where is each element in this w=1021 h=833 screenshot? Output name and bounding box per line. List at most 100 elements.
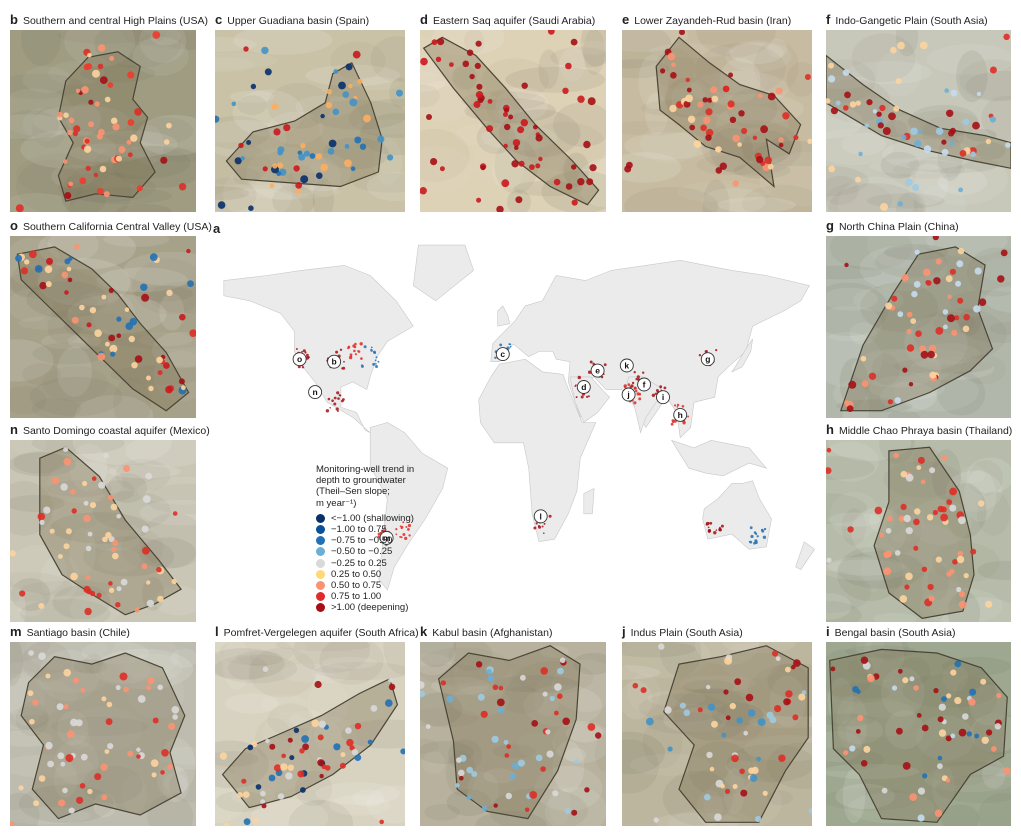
- legend-item: −0.50 to −0.25: [316, 546, 414, 557]
- panel-title: Indus Plain (South Asia): [630, 627, 743, 639]
- map-svg: [10, 440, 196, 622]
- panel-g: g North China Plain (China): [826, 218, 1011, 418]
- panel-m: m Santiago basin (Chile): [10, 624, 196, 826]
- legend-swatch: [316, 569, 325, 579]
- world-marker-label: l: [540, 511, 542, 521]
- world-marker-label: j: [626, 390, 629, 400]
- panel-letter: o: [10, 218, 18, 233]
- panel-letter: h: [826, 422, 834, 437]
- world-marker-j: j: [621, 387, 636, 402]
- panel-letter: f: [826, 12, 831, 27]
- world-marker-label: m: [383, 533, 391, 543]
- world-marker-o: o: [292, 352, 307, 367]
- legend-swatch: [316, 536, 325, 546]
- panel-i: i Bengal basin (South Asia): [826, 624, 1011, 826]
- map-svg: [622, 30, 812, 212]
- legend-title-line: (Theil–Sen slope;: [316, 486, 390, 498]
- world-marker-i: i: [656, 390, 670, 405]
- map-svg: [826, 440, 1011, 622]
- map-image: [10, 236, 196, 418]
- map-image: [215, 30, 405, 212]
- legend-item-label: 0.25 to 0.50: [331, 568, 382, 580]
- panel-title: Indo-Gangetic Plain (South Asia): [835, 15, 988, 27]
- map-image: [10, 30, 196, 212]
- legend-title-line: Monitoring-well trend in: [316, 464, 415, 475]
- world-marker-label: g: [705, 354, 710, 364]
- world-marker-label: n: [312, 387, 317, 397]
- legend: Monitoring-well trend in depth to ground…: [316, 464, 414, 614]
- world-marker-label: h: [678, 410, 683, 420]
- world-map: o b n c e k g f j d i h l m: [198, 240, 818, 600]
- world-map-svg: o b n c e k g f j d i h l m: [223, 244, 816, 591]
- legend-list: <−1.00 (shallowing) −1.00 to 0.75 −0.75 …: [316, 513, 414, 614]
- world-marker-label: f: [643, 380, 646, 390]
- world-marker-label: c: [500, 349, 505, 359]
- legend-item-label: −0.25 to 0.25: [331, 557, 387, 569]
- legend-item: 0.75 to 1.00: [316, 591, 414, 602]
- legend-swatch: [316, 513, 325, 523]
- world-marker-g: g: [700, 352, 715, 367]
- panel-l: l Pomfret-Vergelegen aquifer (South Afric…: [215, 624, 419, 826]
- map-image: [420, 642, 606, 826]
- legend-item-label: >1.00 (deepening): [331, 602, 409, 614]
- world-marker-m: m: [379, 530, 394, 545]
- panel-o: o Southern California Central Valley (USA…: [10, 218, 212, 418]
- legend-item-label: −0.50 to −0.25: [331, 546, 393, 558]
- legend-swatch: [316, 525, 325, 535]
- panel-letter: c: [215, 12, 223, 27]
- panel-letter: n: [10, 422, 18, 437]
- panel-title: Bengal basin (South Asia): [834, 627, 956, 639]
- map-image: [10, 642, 196, 826]
- legend-swatch: [316, 547, 325, 557]
- map-image: [622, 642, 812, 826]
- panel-title: Middle Chao Phraya basin (Thailand): [838, 425, 1013, 437]
- map-svg: [826, 236, 1011, 418]
- map-image: [215, 642, 405, 826]
- panel-letter: m: [10, 624, 22, 639]
- world-marker-f: f: [637, 377, 652, 392]
- legend-item-label: <−1.00 (shallowing): [331, 512, 414, 524]
- world-marker-label: o: [297, 354, 302, 364]
- panel-letter: i: [826, 624, 830, 639]
- world-marker-n: n: [308, 385, 323, 400]
- legend-title: Monitoring-well trend in depth to ground…: [316, 464, 414, 509]
- map-svg: [826, 642, 1011, 826]
- map-image: [826, 440, 1011, 622]
- panel-letter: k: [420, 624, 428, 639]
- panel-d: d Eastern Saq aquifer (Saudi Arabia): [420, 12, 606, 212]
- map-image: [826, 30, 1011, 212]
- map-image: [826, 642, 1011, 826]
- panel-c: c Upper Guadiana basin (Spain): [215, 12, 405, 212]
- map-svg: [10, 642, 196, 826]
- panel-h: h Middle Chao Phraya basin (Thailand): [826, 422, 1013, 622]
- legend-swatch: [316, 592, 325, 602]
- map-image: [826, 236, 1011, 418]
- world-map-label: a: [213, 221, 221, 236]
- legend-item: 0.25 to 0.50: [316, 569, 414, 580]
- world-marker-l: l: [533, 509, 548, 524]
- world-marker-h: h: [673, 407, 688, 422]
- legend-item: −0.25 to 0.25: [316, 558, 414, 569]
- world-marker-b: b: [327, 354, 342, 369]
- world-marker-c: c: [495, 347, 510, 362]
- panel-title: Pomfret-Vergelegen aquifer (South Africa…: [223, 627, 419, 639]
- legend-swatch: [316, 603, 325, 613]
- legend-item-label: 0.75 to 1.00: [331, 591, 382, 603]
- map-image: [10, 440, 196, 622]
- legend-swatch: [316, 558, 325, 568]
- legend-item-label: −0.75 to −0.50: [331, 535, 393, 547]
- legend-title-line: m year⁻¹): [316, 497, 357, 509]
- legend-item-label: −1.00 to 0.75: [331, 524, 387, 535]
- panel-k: k Kabul basin (Afghanistan): [420, 624, 606, 826]
- panel-title: Eastern Saq aquifer (Saudi Arabia): [432, 15, 596, 27]
- world-marker-label: b: [331, 357, 336, 367]
- panel-letter: j: [622, 624, 626, 639]
- world-marker-e: e: [590, 363, 605, 378]
- panel-title: Kabul basin (Afghanistan): [432, 627, 553, 639]
- panel-b: b Southern and central High Plains (USA): [10, 12, 208, 212]
- map-svg: [10, 236, 196, 418]
- map-svg: [420, 642, 606, 826]
- panel-letter: g: [826, 218, 834, 233]
- world-marker-label: d: [581, 382, 586, 392]
- panel-title: Upper Guadiana basin (Spain): [227, 15, 370, 27]
